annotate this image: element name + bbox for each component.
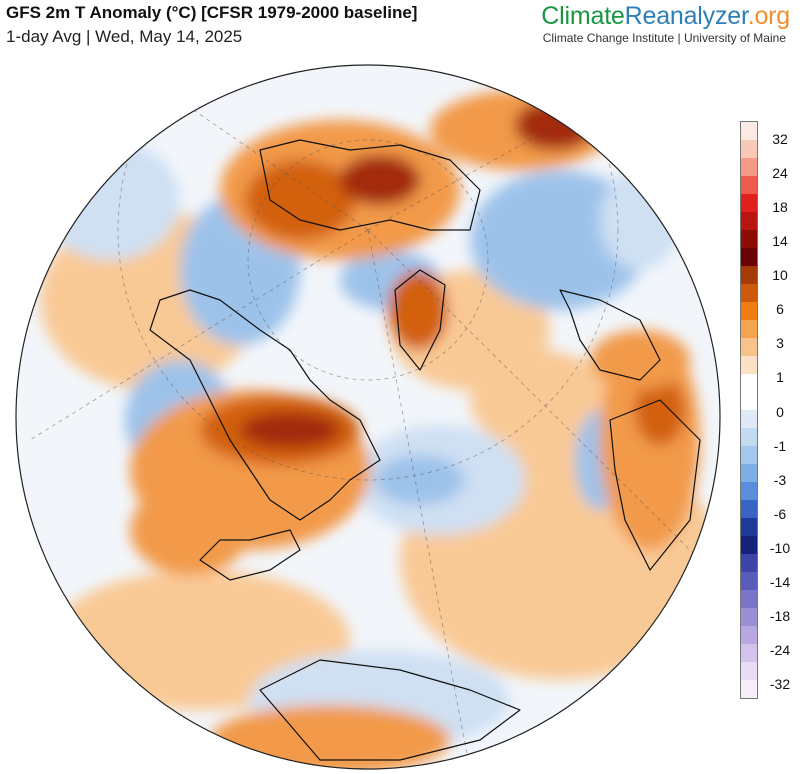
brand-part-climate: Climate [541, 2, 625, 30]
legend-swatch [741, 626, 757, 644]
legend-swatch [741, 428, 757, 446]
legend-tick-label: -14 [769, 573, 791, 590]
map-subtitle: 1-day Avg | Wed, May 14, 2025 [6, 27, 243, 46]
legend-tick-label: 18 [772, 199, 788, 216]
anomaly-blob [340, 155, 420, 205]
anomaly-blob [240, 412, 340, 448]
legend-tick-label: -1 [773, 437, 787, 454]
brand-logo[interactable]: ClimateReanalyzer.org [541, 2, 790, 31]
brand-tagline: Climate Change Institute | University of… [542, 31, 786, 45]
legend-swatch [741, 356, 757, 374]
anomaly-blob [590, 330, 690, 390]
legend-swatch [741, 680, 757, 698]
legend-swatch [741, 662, 757, 680]
legend-swatch [741, 248, 757, 266]
legend-tick-label: -32 [769, 676, 791, 692]
legend-swatch [741, 644, 757, 662]
anomaly-blob [388, 270, 448, 350]
legend-tick-label: -24 [769, 641, 791, 658]
legend-tick-label: 24 [772, 165, 788, 182]
anomaly-blob [375, 455, 465, 505]
legend-swatch [741, 536, 757, 554]
coastline-arctic [259, 139, 481, 231]
legend-swatch [741, 140, 757, 158]
coastline-south-america [259, 659, 521, 761]
legend-swatch [741, 464, 757, 482]
legend-swatch [741, 320, 757, 338]
coastline-africa [609, 399, 701, 571]
legend-swatch [741, 176, 757, 194]
legend-swatch [741, 284, 757, 302]
coastline-north-america [149, 289, 381, 521]
latitude-line [117, 65, 619, 481]
meridian-line [367, 229, 471, 769]
anomaly-blob [600, 170, 680, 270]
legend-swatch [741, 374, 757, 392]
legend-tick-label: 1 [776, 369, 784, 386]
anomaly-blob [470, 350, 610, 450]
legend-swatch [741, 194, 757, 212]
anomaly-blob [515, 100, 595, 150]
map-title: GFS 2m T Anomaly (°C) [CFSR 1979-2000 ba… [6, 3, 418, 22]
coastline-greenland [394, 269, 446, 371]
meridian-line [367, 229, 701, 561]
legend-swatch [741, 590, 757, 608]
legend-tick-label: -18 [769, 607, 791, 624]
anomaly-blob [40, 140, 180, 260]
legend-swatch [741, 482, 757, 500]
anomaly-blob [635, 375, 685, 445]
legend-swatch [741, 338, 757, 356]
brand-part-org: .org [747, 2, 790, 30]
legend-tick-label: -6 [773, 505, 787, 522]
anomaly-blob [245, 160, 355, 240]
legend-swatch [741, 302, 757, 320]
color-scale-bar [740, 121, 758, 699]
legend-tick-label: -3 [773, 471, 787, 488]
legend-swatch [741, 500, 757, 518]
legend-swatch [741, 554, 757, 572]
coastline-gulf [199, 529, 301, 581]
legend-swatch [741, 158, 757, 176]
legend-tick-label: 3 [776, 335, 784, 352]
legend-tick-label: -10 [769, 539, 791, 556]
legend-swatch [741, 230, 757, 248]
legend-swatch [741, 608, 757, 626]
legend-swatch [741, 212, 757, 230]
legend-swatch [741, 410, 757, 428]
legend-swatch [741, 266, 757, 284]
anomaly-blob [210, 705, 450, 769]
anomaly-blob [130, 485, 250, 575]
legend-swatch [741, 122, 757, 140]
legend-swatch [741, 572, 757, 590]
legend-swatch [741, 518, 757, 536]
legend-tick-label: 32 [772, 131, 788, 147]
legend-tick-label: 10 [772, 267, 788, 284]
brand-part-reanalyzer: Reanalyzer [624, 2, 748, 30]
meridian-line [29, 229, 369, 441]
legend-swatch [741, 446, 757, 464]
coastline-europe [559, 289, 661, 381]
legend-tick-label: 0 [776, 403, 784, 420]
legend-tick-label: 6 [776, 301, 784, 318]
legend-tick-label: 14 [772, 233, 788, 250]
latitude-line [247, 139, 489, 381]
legend-swatch [741, 392, 757, 410]
globe-outline [15, 64, 721, 770]
